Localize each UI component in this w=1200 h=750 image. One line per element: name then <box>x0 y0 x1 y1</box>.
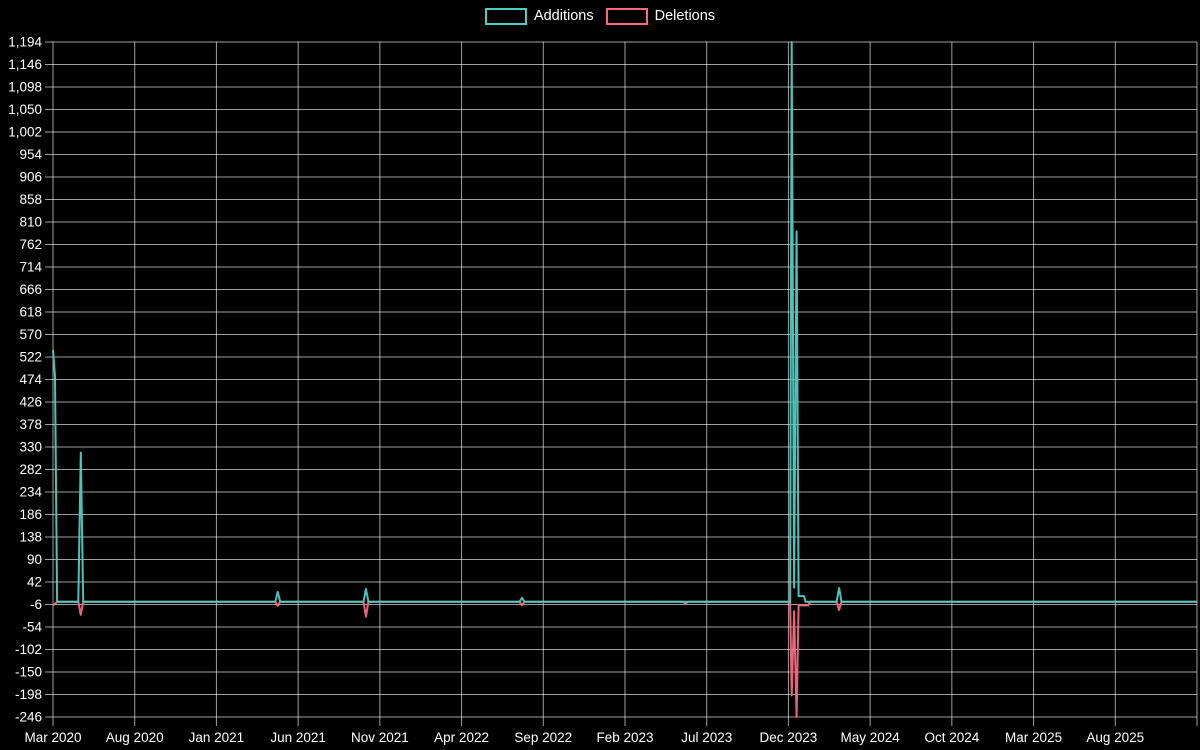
legend-item-additions[interactable]: Additions <box>484 7 594 25</box>
x-tick-label: Mar 2020 <box>24 730 81 745</box>
chart-legend: Additions Deletions <box>0 7 1200 25</box>
x-tick-label: Nov 2021 <box>351 730 409 745</box>
y-tick-label: -102 <box>15 642 42 657</box>
y-tick-label: -246 <box>15 710 42 725</box>
y-tick-label: 1,146 <box>8 57 42 72</box>
x-tick-label: Aug 2025 <box>1086 730 1144 745</box>
y-tick-label: 762 <box>19 237 42 252</box>
x-tick-label: Apr 2022 <box>434 730 489 745</box>
deletions-swatch-icon <box>605 7 648 25</box>
y-tick-label: 522 <box>19 350 42 365</box>
x-tick-label: Jan 2021 <box>189 730 245 745</box>
y-tick-label: 666 <box>19 282 42 297</box>
additions-swatch-icon <box>484 7 527 25</box>
additions-line <box>52 41 1197 603</box>
x-tick-label: Dec 2023 <box>760 730 818 745</box>
y-tick-label: 1,194 <box>8 35 42 50</box>
x-tick-label: Feb 2023 <box>596 730 653 745</box>
legend-label-deletions: Deletions <box>654 8 716 24</box>
y-tick-label: 1,050 <box>8 102 42 117</box>
y-tick-label: 570 <box>19 327 42 342</box>
y-axis-labels: 1,194 1,146 1,098 1,050 1,002 954 906 858 810 762… <box>8 35 42 725</box>
y-tick-label: -6 <box>30 597 42 612</box>
y-tick-label: 234 <box>19 485 42 500</box>
y-tick-label: 42 <box>27 575 42 590</box>
y-tick-label: 186 <box>19 507 42 522</box>
axis-ticks <box>45 41 1198 726</box>
y-tick-label: 378 <box>19 417 42 432</box>
legend-item-deletions[interactable]: Deletions <box>605 7 716 25</box>
y-tick-label: 330 <box>19 440 42 455</box>
y-tick-label: 1,098 <box>8 80 42 95</box>
y-tick-label: 426 <box>19 395 42 410</box>
y-tick-label: 618 <box>19 305 42 320</box>
x-tick-label: Aug 2020 <box>106 730 164 745</box>
y-tick-label: 1,002 <box>8 125 42 140</box>
y-tick-label: 906 <box>19 170 42 185</box>
y-tick-label: -54 <box>22 620 42 635</box>
legend-label-additions: Additions <box>533 8 594 24</box>
y-tick-label: 858 <box>19 192 42 207</box>
x-tick-label: May 2024 <box>840 730 900 745</box>
y-tick-label: 90 <box>27 552 42 567</box>
x-tick-label: Sep 2022 <box>514 730 572 745</box>
x-tick-label: Oct 2024 <box>924 730 979 745</box>
y-tick-label: 138 <box>19 530 42 545</box>
y-tick-label: 954 <box>19 147 42 162</box>
x-tick-label: Jun 2021 <box>270 730 326 745</box>
x-tick-label: Jul 2023 <box>681 730 732 745</box>
y-tick-label: 282 <box>19 462 42 477</box>
y-tick-label: 474 <box>19 372 42 387</box>
x-axis-labels: Mar 2020 Aug 2020 Jan 2021 Jun 2021 Nov 2021… <box>24 730 1144 745</box>
x-tick-label: Mar 2025 <box>1005 730 1062 745</box>
y-tick-label: 714 <box>19 260 42 275</box>
y-tick-label: -198 <box>15 687 42 702</box>
grid-lines <box>52 41 1198 718</box>
y-tick-label: -150 <box>15 665 42 680</box>
y-tick-label: 810 <box>19 215 42 230</box>
